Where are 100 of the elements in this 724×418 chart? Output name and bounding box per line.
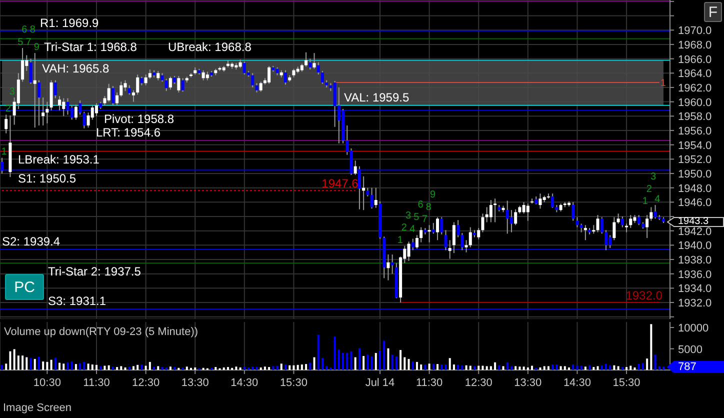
bar (404, 357, 406, 370)
bar (474, 366, 476, 370)
bar (13, 349, 16, 370)
bar (5, 364, 8, 370)
price-tag: 787 (667, 360, 724, 373)
bar (157, 366, 160, 370)
bar (592, 367, 595, 370)
bar (83, 362, 86, 370)
bar (280, 364, 282, 370)
bar (26, 357, 28, 370)
bar (42, 362, 44, 370)
bar (498, 365, 500, 370)
bar (272, 366, 274, 370)
bar (662, 366, 664, 370)
bar (284, 364, 286, 370)
bar (526, 367, 529, 370)
bar (531, 366, 534, 370)
bar (630, 366, 632, 370)
bar (370, 356, 373, 370)
x-tick-label: 15:30 (280, 377, 308, 389)
bar (79, 363, 82, 370)
bar (342, 353, 344, 370)
bar (400, 350, 402, 370)
bar (654, 354, 656, 370)
bar (260, 367, 262, 370)
bar (300, 364, 303, 370)
bar (469, 366, 472, 370)
bar (354, 357, 356, 370)
bar (510, 366, 512, 370)
chart-title: Volume up down(RTY 09-23 (5 Minute)) (4, 326, 198, 338)
bar (222, 367, 225, 370)
x-tick-label: 11:30 (416, 377, 443, 389)
bar (358, 348, 360, 370)
bar (482, 366, 484, 370)
bar (46, 362, 48, 370)
bar (457, 364, 460, 370)
bar (576, 365, 578, 370)
bar (161, 367, 164, 370)
bar (96, 364, 98, 370)
bar (362, 356, 365, 370)
bar (87, 364, 90, 370)
x-tick-label: 11:30 (83, 377, 110, 389)
bar (638, 364, 640, 370)
bar (448, 358, 451, 370)
bar (646, 358, 648, 370)
bar (50, 360, 52, 370)
bar (556, 364, 558, 370)
bar (100, 366, 102, 370)
x-tick-label: 12:30 (464, 377, 492, 389)
bar (54, 358, 56, 370)
y-tick-label: 5000 (678, 344, 702, 356)
bar (584, 366, 586, 370)
x-tick-label: 15:30 (612, 377, 640, 389)
bar (440, 364, 443, 370)
bar (70, 362, 73, 370)
bar (604, 364, 607, 370)
bar (38, 356, 40, 370)
bar (514, 366, 517, 370)
y-tick-label: 10000 (678, 322, 709, 335)
bar (522, 366, 525, 370)
bar (144, 366, 147, 370)
bar (568, 367, 570, 370)
bar (288, 365, 291, 370)
bar (1, 364, 3, 370)
bar (248, 367, 250, 370)
bar (136, 364, 139, 370)
bar (350, 351, 352, 370)
bar (486, 366, 488, 370)
bar (461, 365, 464, 370)
bar (560, 366, 562, 370)
bar (436, 364, 439, 370)
bar (330, 367, 332, 370)
bar (539, 367, 542, 370)
bar (543, 366, 546, 370)
bar (58, 362, 61, 370)
bar (182, 367, 184, 370)
bar (148, 362, 151, 370)
bar (609, 365, 612, 370)
bar (547, 366, 550, 370)
bar (321, 358, 324, 370)
x-tick-label: 10:30 (33, 377, 61, 389)
bar (239, 367, 242, 370)
bar (338, 350, 340, 370)
bar (326, 366, 328, 370)
bar (391, 354, 394, 370)
x-tick-label: Jul 14 (365, 377, 395, 389)
bar (572, 364, 574, 370)
bar (264, 366, 266, 370)
bar (17, 356, 20, 370)
bar (420, 364, 422, 370)
bar (194, 367, 196, 370)
bar (387, 348, 390, 370)
bar (74, 364, 77, 370)
bar (465, 365, 468, 370)
text: Image Screen (3, 402, 72, 416)
bar (506, 362, 508, 370)
bar (309, 362, 312, 370)
bar (580, 366, 582, 370)
bar (412, 362, 414, 370)
bar (174, 367, 176, 370)
